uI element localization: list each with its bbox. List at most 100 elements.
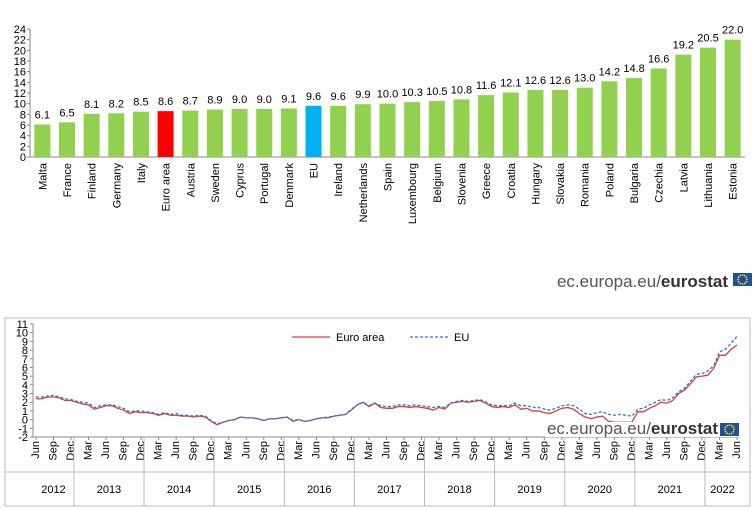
flag-star	[737, 276, 740, 279]
value-label: 9.0	[232, 94, 247, 106]
x-tick-label: Jun	[661, 441, 673, 459]
y-tick-label: 8	[22, 345, 28, 357]
y-tick-label: 8	[20, 109, 26, 121]
bar	[256, 109, 273, 157]
x-tick-label: Italy	[136, 163, 148, 184]
value-label: 9.6	[306, 91, 321, 103]
y-tick-label: -1	[18, 423, 28, 435]
source: ec.europa.eu/eurostat	[547, 419, 718, 438]
x-tick-label: Mar	[433, 441, 445, 460]
legend-label: EU	[454, 332, 469, 344]
year-label: 2022	[710, 484, 734, 496]
bar	[157, 111, 174, 157]
x-tick-label: Mar	[714, 441, 726, 460]
value-label: 22.0	[722, 25, 743, 37]
series-line	[35, 335, 738, 425]
value-label: 14.2	[599, 66, 620, 78]
x-tick-label: Dec	[275, 441, 287, 461]
bar	[552, 89, 569, 157]
bar	[132, 111, 149, 157]
value-label: 8.2	[109, 98, 124, 110]
value-label: 9.1	[281, 93, 296, 105]
y-tick-label: 24	[14, 24, 26, 36]
x-tick-label: Mar	[503, 441, 515, 460]
x-tick-label: Luxembourg	[407, 163, 419, 224]
x-tick-label: Jun	[100, 441, 112, 459]
y-tick-label: 22	[14, 35, 26, 47]
year-label: 2018	[447, 484, 471, 496]
x-tick-label: Denmark	[284, 163, 296, 208]
flag-star	[730, 424, 733, 427]
x-tick-label: Jun	[30, 441, 42, 459]
bar	[502, 92, 519, 157]
x-tick-label: Latvia	[678, 162, 690, 192]
y-tick-label: 16	[14, 67, 26, 79]
x-tick-label: Dec	[416, 441, 428, 461]
y-tick-label: 2	[20, 141, 26, 153]
y-tick-label: 6	[20, 120, 26, 132]
bar	[700, 47, 717, 157]
bar	[724, 39, 741, 157]
bar	[478, 95, 495, 157]
y-tick-label: 9	[22, 336, 28, 348]
y-tick-label: 6	[22, 362, 28, 374]
x-tick-label: Mar	[153, 441, 165, 460]
eu-flag	[733, 273, 752, 286]
flag-star	[726, 424, 729, 427]
x-tick-label: Malta	[37, 162, 49, 190]
year-label: 2021	[658, 484, 682, 496]
year-label: 2012	[41, 484, 65, 496]
value-label: 12.6	[525, 75, 546, 87]
x-tick-label: Dec	[626, 441, 638, 461]
bar	[379, 103, 396, 157]
flag-star	[739, 282, 742, 285]
x-tick-label: Dec	[556, 441, 568, 461]
flag-star	[745, 276, 748, 279]
flag-star	[745, 280, 748, 283]
x-tick-label: Belgium	[432, 163, 444, 203]
x-tick-label: Sweden	[210, 163, 222, 203]
value-label: 9.6	[331, 91, 346, 103]
x-tick-label: Austria	[185, 162, 197, 197]
x-tick-label: Jun	[731, 441, 743, 459]
bar	[58, 122, 75, 157]
y-tick-label: 3	[22, 389, 28, 401]
flag-star	[724, 428, 726, 431]
x-tick-label: Greece	[481, 163, 493, 199]
x-tick-label: Sep	[328, 441, 340, 461]
x-tick-label: Sep	[398, 441, 410, 461]
x-tick-label: Dec	[696, 441, 708, 461]
x-tick-label: Dec	[486, 441, 498, 461]
bar	[330, 105, 347, 157]
flag-star	[741, 283, 744, 285]
source-domain: ec.europa.eu/	[557, 272, 661, 291]
year-label: 2013	[97, 484, 121, 496]
x-tick-label: Bulgaria	[629, 162, 641, 203]
value-label: 8.7	[183, 96, 198, 108]
y-tick-label: 1	[22, 406, 28, 418]
source-domain: ec.europa.eu/	[547, 419, 651, 438]
y-tick-label: -2	[18, 432, 28, 444]
value-label: 10.5	[426, 86, 447, 98]
bar	[108, 113, 125, 157]
flag-star	[732, 426, 735, 429]
x-tick-label: Sep	[188, 441, 200, 461]
x-tick-label: Sep	[678, 441, 690, 461]
x-tick-label: Jun	[240, 441, 252, 459]
y-tick-label: 10	[14, 99, 26, 111]
flag-star	[724, 426, 727, 429]
x-tick-label: Mar	[293, 441, 305, 460]
x-tick-label: Sep	[118, 441, 130, 461]
year-label: 2019	[517, 484, 541, 496]
flag-star	[732, 430, 735, 433]
flag-star	[741, 274, 744, 276]
value-label: 8.5	[133, 97, 148, 109]
value-label: 19.2	[673, 40, 694, 52]
year-label: 2020	[588, 484, 612, 496]
value-label: 16.6	[648, 53, 669, 65]
y-tick-label: 2	[22, 397, 28, 409]
x-tick-label: Czechia	[654, 162, 666, 203]
flag-star	[726, 432, 729, 435]
value-label: 6.1	[35, 109, 50, 121]
x-tick-label: Dec	[65, 441, 77, 461]
